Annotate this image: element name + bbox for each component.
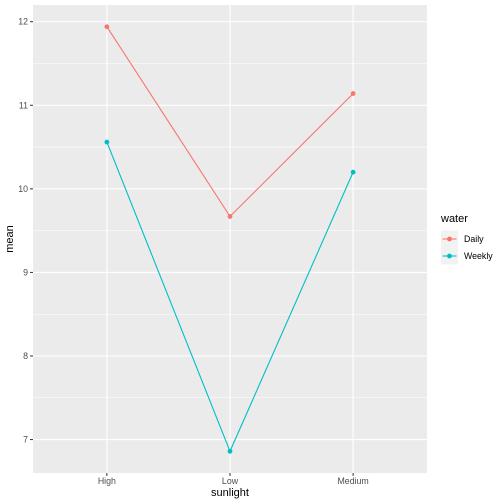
data-point-weekly (104, 139, 110, 145)
data-point-weekly (350, 169, 356, 175)
data-point-daily (227, 214, 233, 219)
legend-label: Weekly (464, 251, 493, 261)
data-point-daily (350, 91, 356, 96)
y-axis-title: mean (4, 225, 16, 253)
legend-label: Daily (464, 234, 484, 244)
data-point-weekly (227, 448, 233, 454)
legend: water Daily Weekly (440, 213, 493, 265)
x-tick-label: Medium (337, 476, 368, 486)
y-axis: 7 8 9 10 11 12 (18, 17, 33, 445)
legend-items: Daily Weekly (441, 230, 493, 265)
series-layer (104, 24, 356, 454)
y-tick-label: 7 (23, 435, 28, 445)
y-tick-label: 10 (18, 184, 28, 194)
x-axis-title: sunlight (211, 487, 249, 499)
x-axis: High Low Medium (98, 473, 369, 486)
y-tick-label: 9 (23, 267, 28, 277)
major-gridlines (33, 5, 427, 473)
data-point-daily (104, 24, 110, 30)
legend-key-point (447, 253, 452, 259)
legend-title: water (440, 213, 468, 225)
x-tick-label: Low (222, 476, 239, 486)
y-tick-label: 8 (23, 351, 28, 361)
y-tick-label: 12 (18, 17, 28, 27)
x-tick-label: High (98, 476, 116, 486)
legend-key-point (447, 236, 452, 242)
y-tick-label: 11 (19, 100, 28, 110)
